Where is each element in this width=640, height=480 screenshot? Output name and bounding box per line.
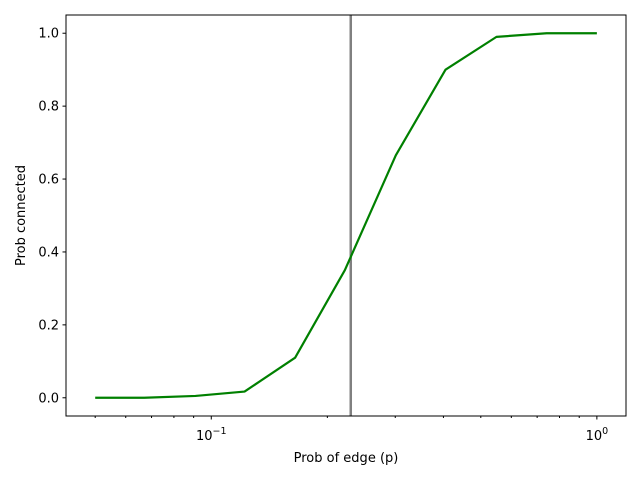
x-tick-label: 100 bbox=[586, 426, 609, 444]
y-tick-label: 0.4 bbox=[38, 245, 59, 260]
y-axis-label: Prob connected bbox=[14, 165, 29, 266]
axes-frame bbox=[65, 14, 627, 417]
plot-content bbox=[95, 15, 597, 416]
y-axis-ticks: 0.0 0.2 0.4 0.6 0.8 1.0 bbox=[38, 27, 66, 406]
y-tick-label: 1.0 bbox=[38, 27, 59, 42]
y-tick-label: 0.0 bbox=[38, 391, 59, 406]
x-tick-label: 10−1 bbox=[196, 426, 227, 444]
x-axis-ticks: 10−1 100 bbox=[94, 416, 609, 444]
y-tick-label: 0.6 bbox=[38, 173, 59, 188]
series-line-0 bbox=[95, 32, 597, 399]
y-tick-label: 0.8 bbox=[38, 100, 59, 115]
y-tick-label: 0.2 bbox=[38, 318, 59, 333]
x-axis-label: Prob of edge (p) bbox=[294, 451, 399, 466]
